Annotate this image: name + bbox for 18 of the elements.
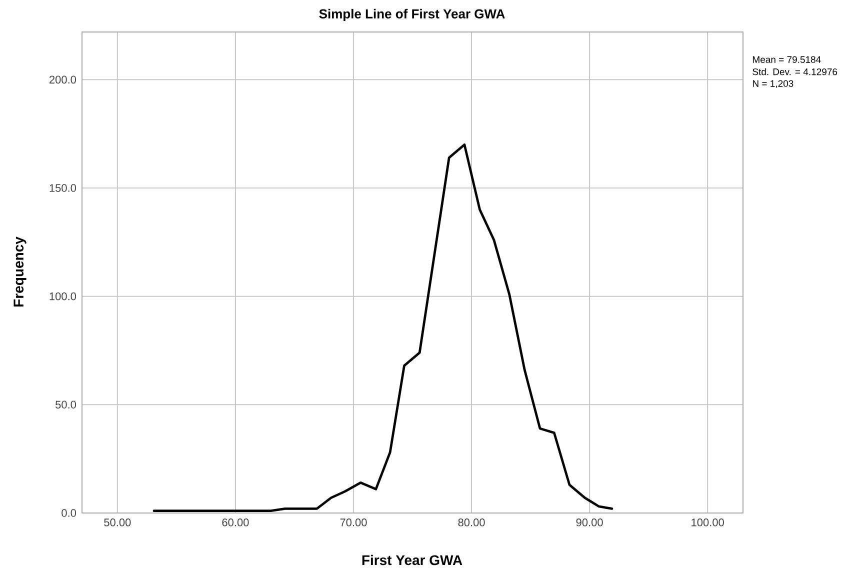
y-tick-label: 50.0	[56, 400, 76, 409]
line-series	[152, 143, 614, 512]
y-tick-label: 100.0	[50, 292, 76, 300]
x-tick-label: 100.00	[692, 518, 724, 526]
x-tick-label: 50.00	[104, 518, 131, 526]
text: N = 1,203	[752, 80, 794, 88]
y-tick-label: 200.0	[49, 76, 76, 84]
chart-title: Simple Line of First Year GWA	[319, 8, 505, 22]
y-tick-label: 150.0	[50, 184, 76, 192]
text: Mean = 79.5184	[752, 56, 821, 63]
x-axis-title: First Year GWA	[362, 554, 462, 566]
y-tick-label: 0.0	[62, 509, 76, 517]
x-tick-label: 90.00	[576, 518, 603, 526]
x-tick-label: 60.00	[222, 518, 249, 526]
text: Std. Dev. = 4.12976	[752, 68, 838, 76]
x-tick-label: 80.00	[458, 518, 485, 526]
x-tick-label: 70.00	[340, 518, 367, 526]
y-axis-title: Frequency	[14, 236, 26, 306]
